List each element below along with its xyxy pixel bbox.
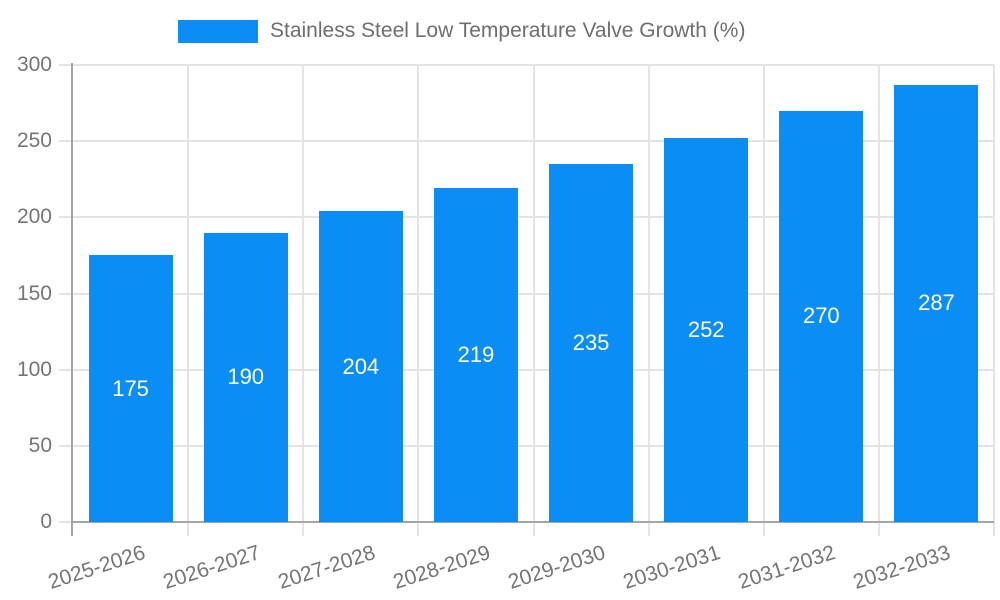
y-gridline — [59, 292, 994, 295]
y-tick-label: 50 — [28, 433, 52, 457]
x-tick-label: 2026-2027 — [160, 541, 263, 594]
bar — [779, 110, 864, 522]
y-gridline — [59, 140, 994, 143]
y-gridline — [59, 444, 994, 447]
bar — [664, 138, 749, 522]
x-axis-line — [71, 521, 994, 523]
x-tick-label: 2031-2032 — [735, 541, 839, 594]
x-tick-label: 2028-2029 — [390, 541, 494, 594]
x-gridline — [762, 65, 765, 536]
x-gridline — [532, 65, 535, 536]
bar-value-label: 190 — [227, 364, 265, 390]
bar-value-label: 252 — [687, 317, 725, 343]
x-gridline — [187, 65, 190, 536]
bar-value-label: 175 — [112, 375, 149, 401]
x-gridline — [647, 65, 650, 536]
x-tick-label: 2025-2026 — [45, 541, 148, 594]
y-tick-label: 250 — [16, 129, 52, 153]
bar — [88, 255, 173, 522]
y-tick — [59, 521, 73, 523]
x-tick-label: 2030-2031 — [620, 541, 724, 594]
bar — [549, 164, 634, 522]
y-tick-label: 100 — [16, 357, 52, 381]
x-gridline — [417, 65, 420, 536]
bar-value-label: 270 — [802, 303, 840, 329]
bar — [203, 232, 288, 522]
x-tick-label: 2032-2033 — [850, 541, 954, 594]
x-tick-label: 2029-2030 — [505, 541, 609, 594]
y-tick-label: 150 — [16, 281, 52, 305]
bar-value-label: 219 — [457, 342, 495, 368]
legend-swatch — [178, 19, 258, 43]
y-tick-label: 200 — [16, 205, 52, 229]
bar — [318, 211, 403, 522]
y-tick-label: 300 — [16, 53, 52, 76]
chart-legend[interactable]: Stainless Steel Low Temperature Valve Gr… — [178, 19, 745, 43]
y-axis-line — [71, 63, 73, 536]
y-gridline — [59, 368, 994, 371]
x-tick-label: 2027-2028 — [275, 541, 378, 594]
x-gridline — [877, 65, 880, 536]
x-gridline — [993, 65, 995, 536]
x-gridline — [302, 65, 305, 536]
y-gridline — [59, 64, 994, 66]
bar-value-label: 287 — [918, 290, 955, 316]
y-gridline — [59, 216, 994, 219]
bar — [894, 84, 979, 522]
bar-value-label: 235 — [572, 330, 610, 355]
legend-label: Stainless Steel Low Temperature Valve Gr… — [270, 19, 746, 42]
bar — [433, 188, 518, 522]
bar-value-label: 204 — [342, 353, 380, 379]
y-tick-label: 0 — [40, 510, 52, 533]
